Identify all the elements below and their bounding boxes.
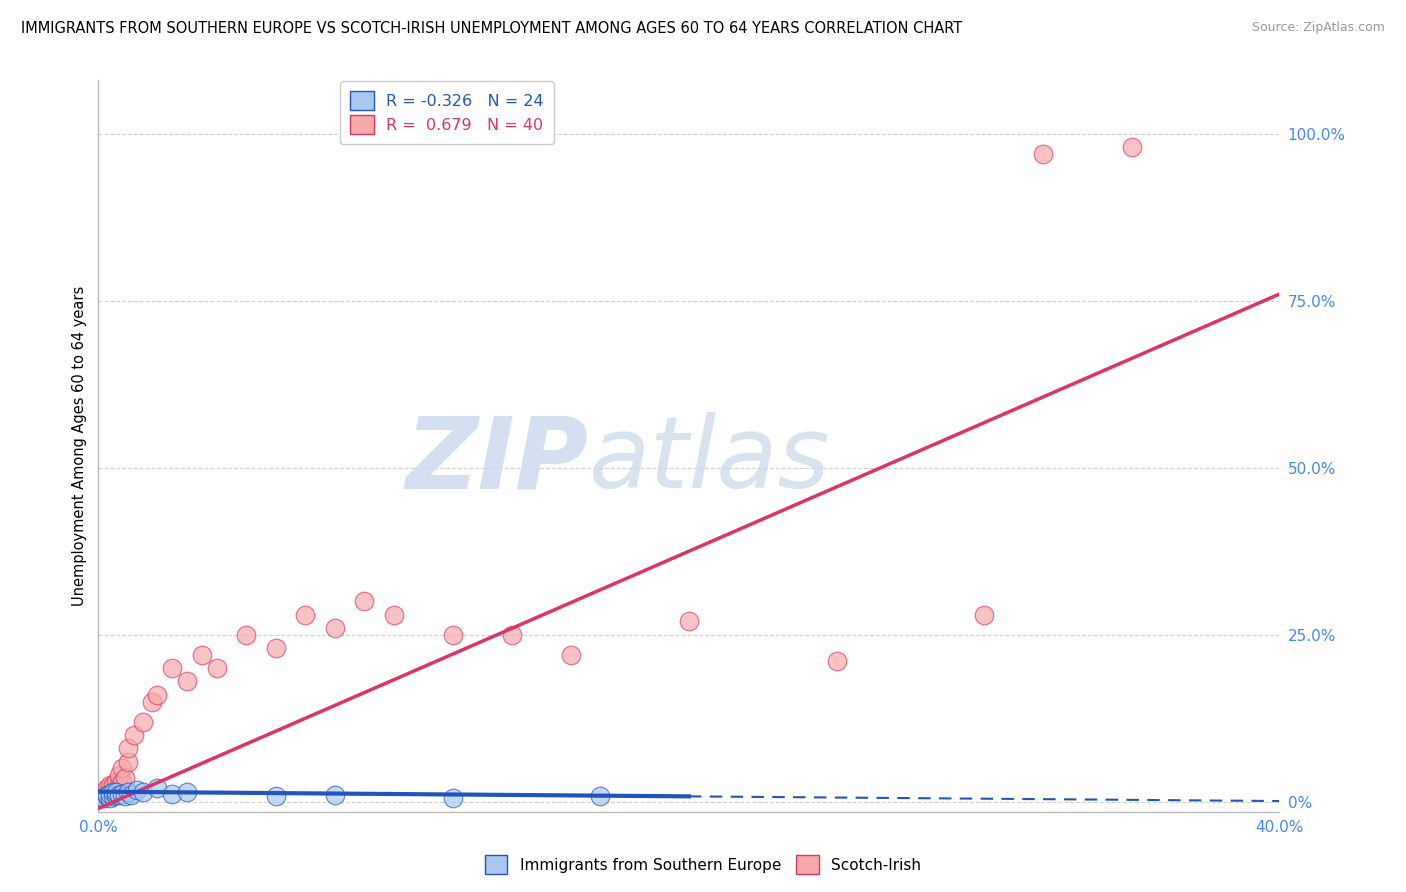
Point (264, 789, 287, 804)
Point (93, 791, 115, 805)
Point (132, 714, 155, 729)
Point (90, 788, 112, 802)
Point (96, 787, 118, 801)
Point (103, 785, 125, 799)
Point (96, 789, 118, 804)
Point (162, 787, 183, 801)
Point (146, 781, 169, 796)
Point (114, 789, 136, 804)
Point (98, 787, 121, 801)
Point (98, 791, 121, 805)
Point (105, 785, 128, 799)
Point (103, 789, 125, 804)
Legend: Immigrants from Southern Europe, Scotch-Irish: Immigrants from Southern Europe, Scotch-… (478, 849, 928, 880)
Point (323, 788, 346, 802)
Point (108, 788, 131, 802)
Point (162, 661, 183, 675)
Point (176, 785, 198, 799)
Point (191, 648, 214, 662)
Point (98, 778, 121, 792)
Point (96, 788, 118, 802)
Point (103, 778, 125, 792)
Point (117, 741, 139, 756)
Point (1121, 140, 1143, 154)
Point (825, 655, 848, 669)
Point (132, 785, 155, 799)
Point (560, 648, 582, 662)
Y-axis label: Unemployment Among Ages 60 to 64 years: Unemployment Among Ages 60 to 64 years (72, 285, 87, 607)
Point (93, 789, 115, 804)
Point (589, 789, 612, 804)
Point (105, 774, 128, 789)
Point (235, 628, 257, 642)
Point (117, 785, 139, 799)
Point (141, 694, 163, 708)
Text: atlas: atlas (589, 412, 830, 509)
Point (382, 607, 405, 622)
Text: ZIP: ZIP (405, 412, 589, 509)
Point (105, 781, 128, 796)
Point (973, 607, 995, 622)
Point (441, 791, 464, 805)
Point (98, 782, 121, 797)
Point (103, 785, 125, 799)
Text: IMMIGRANTS FROM SOUTHERN EUROPE VS SCOTCH-IRISH UNEMPLOYMENT AMONG AGES 60 TO 64: IMMIGRANTS FROM SOUTHERN EUROPE VS SCOTC… (21, 21, 962, 36)
Point (125, 782, 148, 797)
Point (353, 594, 375, 608)
Point (264, 641, 287, 656)
Point (501, 628, 523, 642)
Point (146, 688, 169, 702)
Point (111, 774, 134, 789)
Point (111, 761, 134, 775)
Point (114, 772, 136, 786)
Point (117, 755, 139, 769)
Point (294, 607, 316, 622)
Point (96, 781, 118, 796)
Point (122, 728, 145, 742)
Point (93, 785, 115, 799)
Point (176, 674, 198, 689)
Point (90, 791, 112, 805)
Text: Source: ZipAtlas.com: Source: ZipAtlas.com (1251, 21, 1385, 34)
Point (108, 778, 131, 792)
Legend: R = -0.326   N = 24, R =  0.679   N = 40: R = -0.326 N = 24, R = 0.679 N = 40 (340, 81, 554, 144)
Point (205, 661, 228, 675)
Point (678, 615, 700, 629)
Point (1032, 146, 1054, 161)
Point (441, 628, 464, 642)
Point (323, 621, 346, 635)
Point (120, 788, 142, 802)
Point (108, 768, 131, 782)
Point (105, 788, 128, 802)
Point (111, 787, 134, 801)
